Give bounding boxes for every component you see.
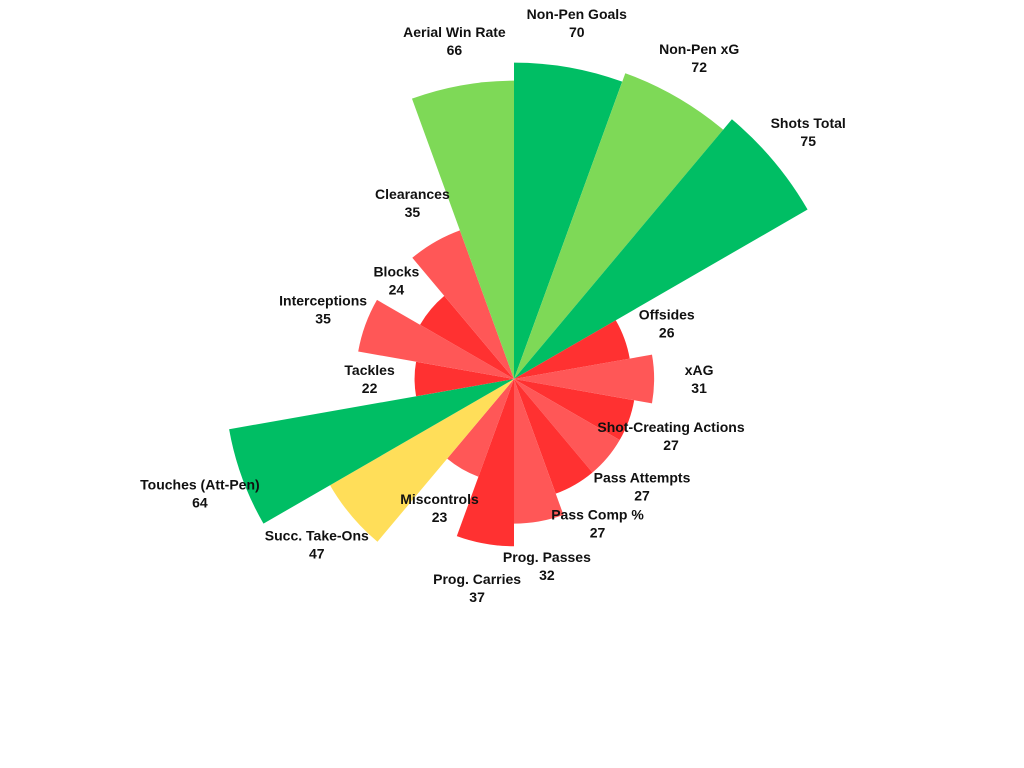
label-miscontrols: Miscontrols bbox=[400, 491, 479, 507]
label-succ-take-ons: Succ. Take-Ons bbox=[265, 528, 369, 544]
slice-xag bbox=[514, 354, 655, 404]
value-blocks: 24 bbox=[389, 281, 405, 297]
label-non-pen-xg: Non-Pen xG bbox=[659, 41, 739, 57]
slice-prog-passes bbox=[514, 379, 564, 524]
label-shot-creating-actions: Shot-Creating Actions bbox=[597, 419, 744, 435]
value-aerial-win-rate: 66 bbox=[447, 42, 463, 58]
value-non-pen-xg: 72 bbox=[691, 59, 707, 75]
value-interceptions: 35 bbox=[315, 311, 331, 327]
slice-touches-att-pen bbox=[229, 379, 515, 524]
slice-interceptions bbox=[358, 299, 514, 379]
label-prog-passes: Prog. Passes bbox=[503, 549, 591, 565]
slice-offsides bbox=[514, 320, 630, 379]
slice-succ-take-ons bbox=[330, 379, 514, 542]
label-aerial-win-rate: Aerial Win Rate bbox=[403, 24, 506, 40]
slice-blocks bbox=[420, 295, 514, 379]
slice-prog-carries bbox=[456, 379, 514, 547]
value-shot-creating-actions: 27 bbox=[663, 437, 679, 453]
label-pass-comp: Pass Comp % bbox=[551, 507, 644, 523]
value-succ-take-ons: 47 bbox=[309, 546, 325, 562]
label-touches-att-pen: Touches (Att-Pen) bbox=[140, 476, 260, 492]
value-non-pen-goals: 70 bbox=[569, 24, 585, 40]
value-miscontrols: 23 bbox=[432, 509, 448, 525]
value-xag: 31 bbox=[691, 380, 707, 396]
label-non-pen-goals: Non-Pen Goals bbox=[527, 6, 628, 22]
slice-miscontrols bbox=[447, 379, 514, 477]
label-xag: xAG bbox=[685, 362, 714, 378]
value-clearances: 35 bbox=[405, 204, 421, 220]
chart-labels: Non-Pen Goals 70 Non-Pen xG 72 Shots Total 75… bbox=[140, 6, 846, 605]
slice-pass-attempts bbox=[514, 379, 620, 473]
slice-tackles bbox=[414, 361, 514, 397]
value-shots-total: 75 bbox=[800, 133, 816, 149]
label-pass-attempts: Pass Attempts bbox=[594, 469, 691, 485]
value-pass-comp: 27 bbox=[590, 525, 606, 541]
slice-pass-comp bbox=[514, 379, 593, 494]
label-clearances: Clearances bbox=[375, 186, 450, 202]
chart-slices bbox=[229, 62, 808, 547]
label-offsides: Offsides bbox=[639, 306, 695, 322]
label-shots-total: Shots Total bbox=[771, 115, 846, 131]
value-touches-att-pen: 64 bbox=[192, 494, 208, 510]
value-prog-passes: 32 bbox=[539, 567, 555, 583]
label-prog-carries: Prog. Carries bbox=[433, 571, 521, 587]
slice-shot-creating-actions bbox=[514, 379, 635, 441]
slice-aerial-win-rate bbox=[411, 80, 514, 380]
label-blocks: Blocks bbox=[373, 263, 419, 279]
slice-non-pen-goals bbox=[514, 62, 623, 379]
label-interceptions: Interceptions bbox=[279, 293, 367, 309]
value-pass-attempts: 27 bbox=[634, 487, 650, 503]
value-prog-carries: 37 bbox=[469, 589, 485, 605]
slice-non-pen-xg bbox=[514, 73, 724, 379]
slice-clearances bbox=[412, 230, 514, 379]
label-tackles: Tackles bbox=[344, 362, 395, 378]
slice-shots-total bbox=[514, 119, 808, 379]
value-offsides: 26 bbox=[659, 324, 675, 340]
value-tackles: 22 bbox=[362, 380, 378, 396]
